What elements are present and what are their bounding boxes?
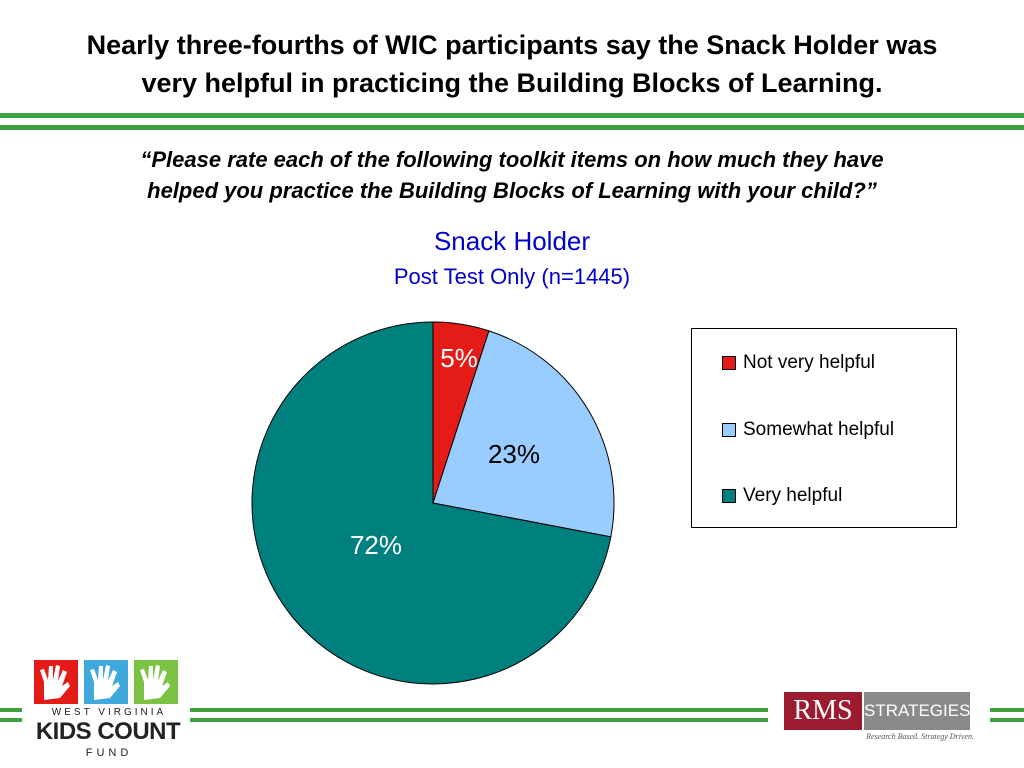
pie-data-label-3: 72% xyxy=(350,530,402,560)
rms-tagline: Research Based. Strategy Driven. xyxy=(866,732,974,741)
pie-slice-very-helpful xyxy=(251,321,612,685)
rms-strategies-label: STRATEGIES xyxy=(864,692,970,730)
legend-label: Not very helpful xyxy=(743,352,876,373)
kids-count-logo: WEST VIRGINIA KIDS COUNT FUND xyxy=(26,656,186,764)
legend-label: Somewhat helpful xyxy=(743,419,895,440)
footer-rule-left xyxy=(0,708,22,724)
chart-subtitle: Post Test Only (n=1445) xyxy=(393,264,631,289)
header-rule-top xyxy=(0,113,1024,118)
footer-rule-right xyxy=(990,708,1024,724)
kids-count-state: WEST VIRGINIA xyxy=(51,707,167,718)
kids-count-fund: FUND xyxy=(85,747,133,759)
footer-rule-middle xyxy=(190,708,768,724)
pie-slice-somewhat-helpful xyxy=(432,330,615,538)
legend-item-very-helpful: Very helpful xyxy=(722,484,842,508)
legend-item-not-very-helpful: Not very helpful xyxy=(722,351,875,375)
legend-label: Very helpful xyxy=(743,485,843,506)
rms-strategies-logo: RMS STRATEGIES Research Based. Strategy … xyxy=(784,690,974,746)
slide-title-line2: very helpful in practicing the Building … xyxy=(141,68,883,98)
rms-name: RMS xyxy=(784,692,862,730)
legend-swatch xyxy=(722,423,736,437)
slide-title-line1: Nearly three-fourths of WIC participants… xyxy=(86,30,938,60)
legend-swatch xyxy=(722,356,736,370)
legend-item-somewhat-helpful: Somewhat helpful xyxy=(722,418,894,442)
survey-question-line2: helped you practice the Building Blocks … xyxy=(147,178,877,203)
survey-question: “Please rate each of the following toolk… xyxy=(40,144,984,206)
pie-data-label-1: 5% xyxy=(440,343,478,373)
survey-question-line1: “Please rate each of the following toolk… xyxy=(140,147,884,172)
chart-title: Snack Holder xyxy=(433,226,591,256)
kids-count-name: KIDS COUNT xyxy=(35,718,181,745)
handprints-icon xyxy=(34,660,178,704)
pie-data-label-2: 23% xyxy=(488,439,540,469)
header-rule-bottom xyxy=(0,125,1024,130)
legend-swatch xyxy=(722,489,736,503)
slide-title: Nearly three-fourths of WIC participants… xyxy=(0,26,1024,102)
chart-legend: Not very helpful Somewhat helpful Very hel… xyxy=(691,328,957,528)
